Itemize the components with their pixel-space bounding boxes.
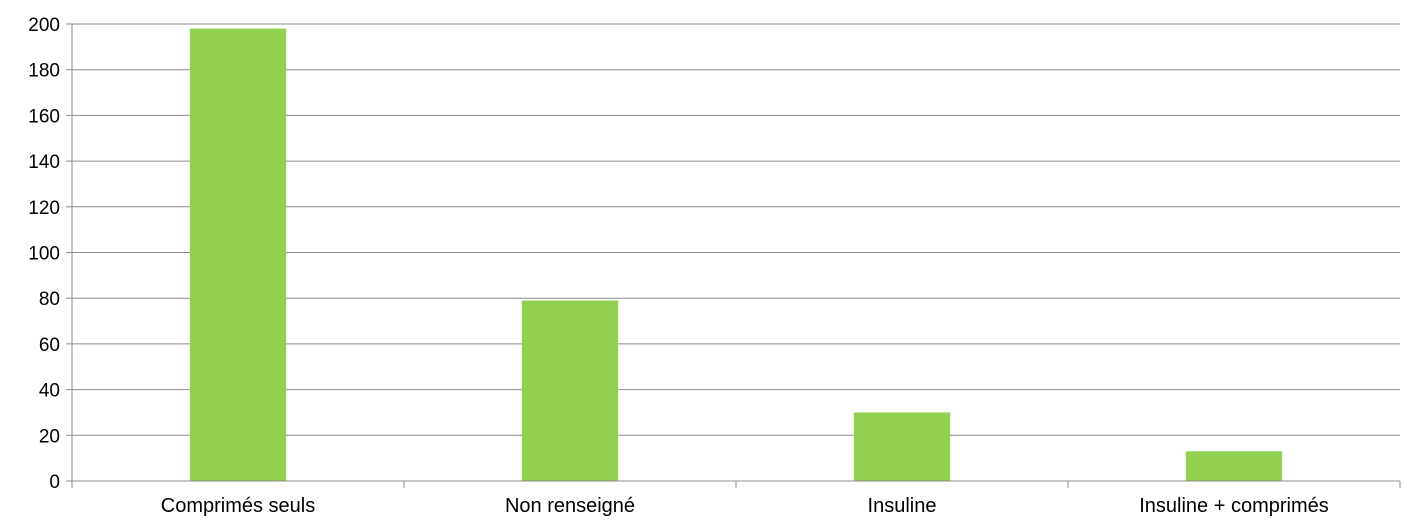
axes: [66, 23, 1401, 488]
x-tick-labels: Comprimés seuls Non renseigné Insuline Insu…: [161, 495, 1329, 517]
y-tick-labels: 0 20 40 60 80 100 120 140 160 180 200: [28, 15, 60, 493]
gridlines: [72, 23, 1400, 436]
y-tick-label: 160: [28, 106, 60, 127]
x-tick-label: Insuline: [868, 495, 937, 517]
bars: [189, 28, 1283, 481]
y-tick-label: 200: [28, 15, 60, 36]
bar: [189, 28, 287, 481]
x-tick-label: Non renseigné: [505, 495, 635, 517]
y-tick-label: 120: [28, 198, 60, 219]
x-tick-label: Insuline + comprimés: [1139, 495, 1329, 517]
y-tick-label: 80: [39, 289, 60, 310]
y-tick-label: 180: [28, 61, 60, 82]
bar: [1185, 451, 1283, 481]
x-tick-label: Comprimés seuls: [161, 495, 315, 517]
y-tick-label: 60: [39, 335, 60, 356]
y-tick-label: 40: [39, 381, 60, 402]
bar: [521, 300, 619, 481]
y-tick-label: 0: [49, 472, 60, 493]
y-tick-label: 140: [28, 152, 60, 173]
bar: [853, 412, 951, 481]
y-tick-label: 100: [28, 244, 60, 265]
y-tick-label: 20: [39, 426, 60, 447]
